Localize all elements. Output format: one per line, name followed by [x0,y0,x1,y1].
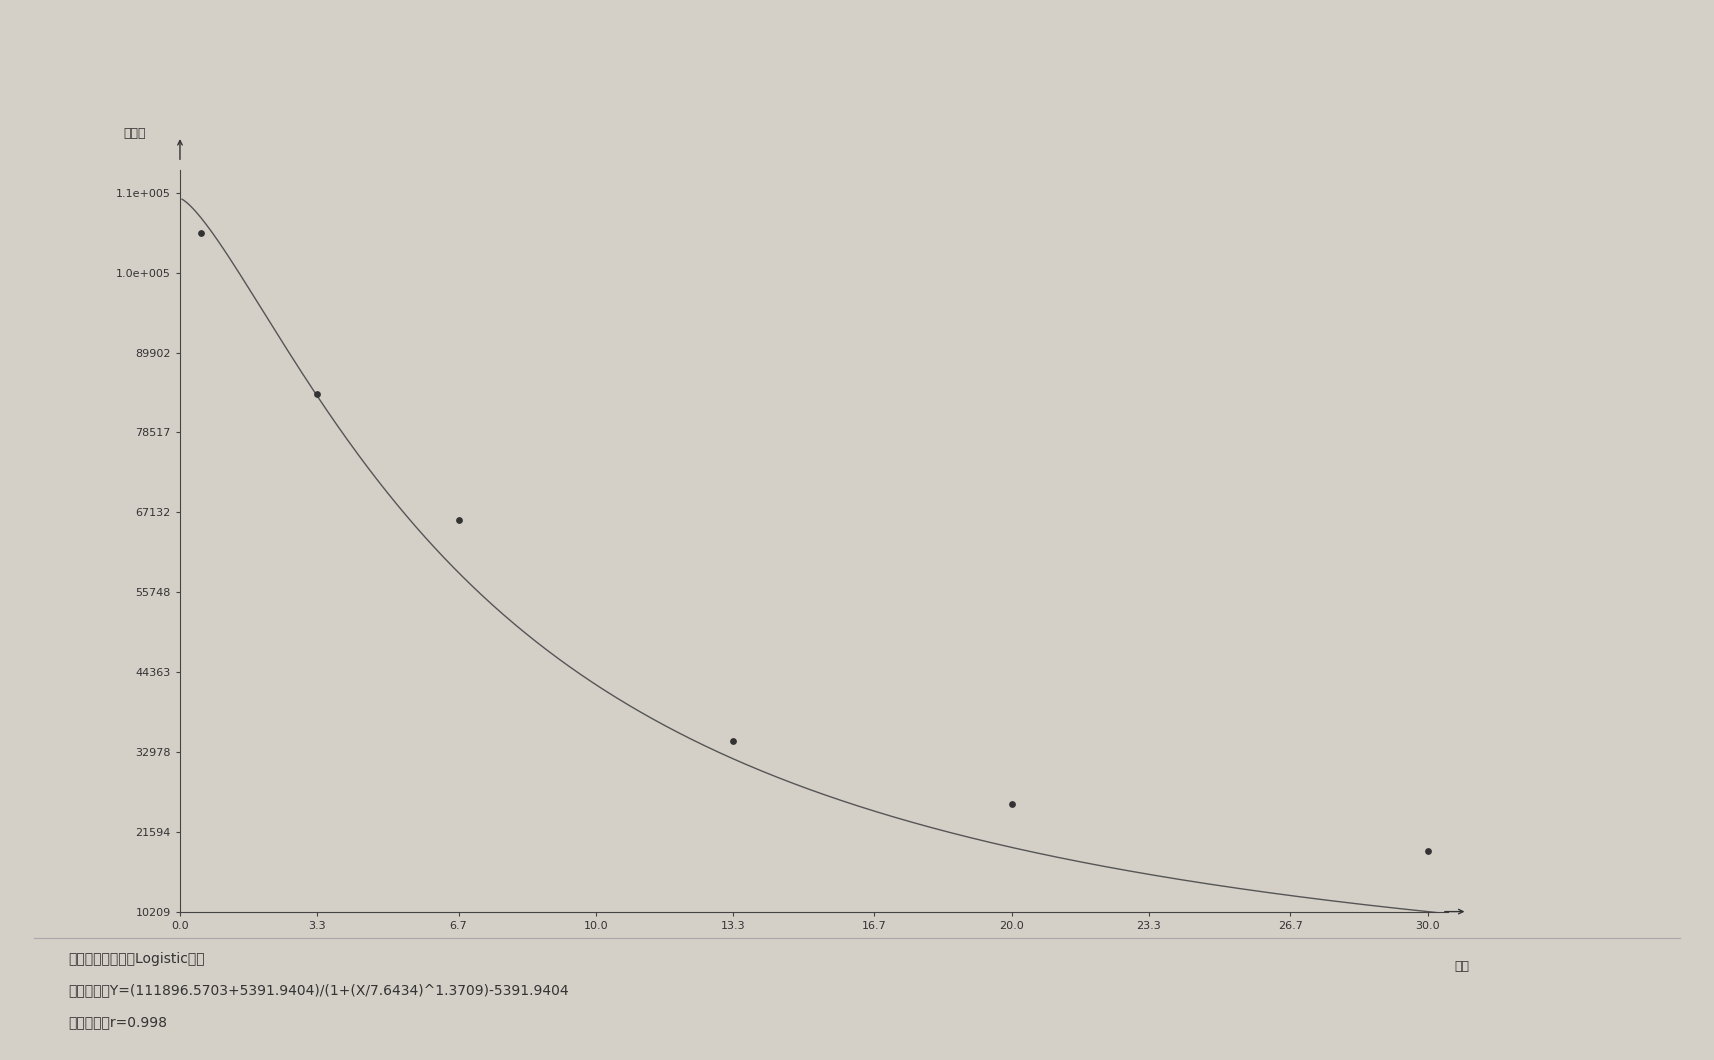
Point [446,512,473,529]
Text: 拟合方程：Y=(111896.5703+5391.9404)/(1+(X/7.6434)^1.3709)-5391.9404: 拟合方程：Y=(111896.5703+5391.9404)/(1+(X/7.6… [69,984,569,997]
Point [1414,843,1441,860]
Text: 发光値: 发光値 [123,127,146,140]
Point [998,796,1025,813]
Text: 拟合类型：四参数Logistic拟合: 拟合类型：四参数Logistic拟合 [69,952,206,966]
Point [720,732,747,749]
Point [187,225,214,242]
Text: 浓度: 浓度 [1455,960,1469,973]
Text: 相关系数：r=0.998: 相关系数：r=0.998 [69,1015,168,1029]
Point [303,386,331,403]
